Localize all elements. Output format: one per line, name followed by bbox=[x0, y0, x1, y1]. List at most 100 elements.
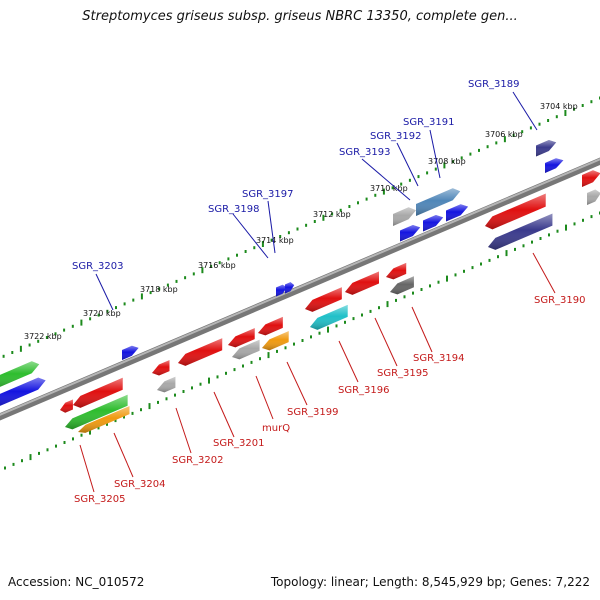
gene-label-sgr-3196[interactable]: SGR_3196 bbox=[338, 385, 390, 396]
ruler-tick bbox=[89, 317, 92, 321]
ruler-tick bbox=[140, 293, 143, 300]
ruler-tick bbox=[548, 233, 550, 237]
gene-label-sgr-3197[interactable]: SGR_3197 bbox=[242, 189, 294, 200]
ruler-tick bbox=[19, 345, 22, 352]
accession-text: Accession: NC_010572 bbox=[8, 575, 145, 589]
ruler-tick bbox=[132, 298, 135, 302]
ruler-tick bbox=[267, 352, 270, 359]
ruler-tick bbox=[478, 148, 480, 152]
gene-arrow[interactable] bbox=[536, 140, 557, 157]
gene-arrow[interactable] bbox=[587, 189, 600, 206]
ruler-tick bbox=[175, 279, 178, 283]
gene-arrow[interactable] bbox=[423, 215, 444, 232]
gene-label-sgr-3189[interactable]: SGR_3189 bbox=[468, 79, 520, 90]
gene-arrow[interactable] bbox=[78, 406, 130, 433]
gene-label-sgr-3191[interactable]: SGR_3191 bbox=[403, 117, 455, 128]
ruler-tick bbox=[106, 422, 108, 426]
ruler-tick bbox=[191, 386, 193, 390]
ruler-tick bbox=[218, 261, 221, 265]
gene-label-sgr-3204[interactable]: SGR_3204 bbox=[114, 479, 166, 490]
gene-arrow[interactable] bbox=[485, 193, 546, 230]
gene-arrow[interactable] bbox=[262, 331, 289, 351]
ruler-tick bbox=[556, 229, 559, 233]
gene-arrow[interactable] bbox=[228, 328, 255, 348]
ruler-tick bbox=[37, 339, 40, 343]
gene-label-sgr-3193[interactable]: SGR_3193 bbox=[339, 147, 391, 158]
ruler-tick bbox=[590, 215, 593, 219]
gene-label-sgr-3199[interactable]: SGR_3199 bbox=[287, 407, 339, 418]
ruler-tick bbox=[63, 328, 66, 332]
ruler-tick bbox=[199, 382, 202, 386]
ruler-tick bbox=[403, 295, 406, 299]
gene-arrow[interactable] bbox=[545, 158, 564, 173]
gene-arrow[interactable] bbox=[582, 170, 600, 187]
ruler-tick bbox=[529, 126, 532, 130]
gene-label-sgr-3203[interactable]: SGR_3203 bbox=[72, 261, 124, 272]
gene-arrow[interactable] bbox=[310, 304, 348, 330]
gene-arrow[interactable] bbox=[178, 338, 223, 366]
gene-arrow[interactable] bbox=[400, 225, 421, 242]
kbp-label: 3706 kbp bbox=[485, 130, 523, 139]
gene-label-sgr-3201[interactable]: SGR_3201 bbox=[213, 438, 265, 449]
gene-arrow[interactable] bbox=[232, 339, 260, 360]
ruler-tick bbox=[503, 136, 506, 143]
ruler-tick bbox=[573, 107, 576, 111]
gene-arrow[interactable] bbox=[0, 361, 40, 389]
gene-arrow[interactable] bbox=[60, 399, 73, 413]
ruler-tick bbox=[514, 247, 516, 251]
ruler-tick bbox=[582, 218, 584, 222]
ruler-tick bbox=[233, 368, 236, 372]
gene-label-murq[interactable]: murQ bbox=[262, 423, 290, 434]
ruler-tick bbox=[480, 262, 482, 266]
gene-label-sgr-3202[interactable]: SGR_3202 bbox=[172, 455, 224, 466]
kbp-label: 3716 kbp bbox=[198, 261, 236, 270]
gene-arrow[interactable] bbox=[386, 262, 407, 280]
chromosome-backbone-highlight bbox=[0, 158, 600, 416]
ruler-tick bbox=[242, 364, 244, 368]
gene-arrow[interactable] bbox=[305, 287, 342, 312]
ruler-tick bbox=[293, 342, 295, 346]
ruler-tick bbox=[106, 309, 109, 313]
ruler-tick bbox=[374, 193, 377, 197]
ruler-tick bbox=[80, 319, 83, 326]
ruler-tick bbox=[165, 397, 168, 401]
top-strand-gene-labels: SGR_3189 SGR_3191 SGR_3192 SGR_3193 SGR_… bbox=[72, 79, 520, 272]
ruler-tick bbox=[296, 227, 299, 231]
gene-label-sgr-3198[interactable]: SGR_3198 bbox=[208, 204, 260, 215]
gene-label-sgr-3205[interactable]: SGR_3205 bbox=[74, 494, 126, 505]
ruler-tick bbox=[313, 220, 316, 223]
ruler-tick bbox=[486, 145, 489, 149]
ruler-tick bbox=[2, 354, 5, 358]
gene-arrow[interactable] bbox=[488, 213, 553, 250]
gene-label-sgr-3190[interactable]: SGR_3190 bbox=[534, 295, 586, 306]
ruler-tick bbox=[182, 390, 185, 393]
gene-arrow[interactable] bbox=[446, 204, 469, 222]
gene-label-sgr-3192[interactable]: SGR_3192 bbox=[370, 131, 422, 142]
ruler-tick bbox=[54, 332, 57, 336]
ruler-tick bbox=[378, 306, 380, 310]
ruler-tick bbox=[322, 214, 325, 221]
gene-label-sgr-3195[interactable]: SGR_3195 bbox=[377, 368, 429, 379]
ruler-tick bbox=[287, 231, 290, 235]
ruler-tick bbox=[512, 133, 515, 137]
gene-arrow[interactable] bbox=[152, 360, 170, 376]
gene-arrow[interactable] bbox=[258, 316, 283, 336]
gene-label-sgr-3194[interactable]: SGR_3194 bbox=[413, 353, 465, 364]
ruler-tick bbox=[140, 408, 142, 412]
gene-arrow[interactable] bbox=[65, 394, 128, 430]
gene-arrow[interactable] bbox=[122, 345, 139, 360]
gene-arrow[interactable] bbox=[73, 377, 123, 408]
ruler-tick bbox=[348, 205, 351, 208]
gene-arrow[interactable] bbox=[393, 207, 416, 226]
gene-arrow[interactable] bbox=[390, 276, 414, 295]
ruler-tick bbox=[454, 273, 457, 277]
gene-arrow[interactable] bbox=[416, 188, 461, 216]
gene-arrow[interactable] bbox=[285, 282, 295, 294]
gene-arrow[interactable] bbox=[276, 284, 287, 297]
gene-arrow[interactable] bbox=[0, 377, 46, 408]
gene-arrow[interactable] bbox=[157, 376, 176, 393]
ruler-tick bbox=[369, 309, 372, 313]
ruler-tick bbox=[225, 371, 227, 375]
ruler-tick bbox=[318, 331, 321, 335]
gene-arrow[interactable] bbox=[345, 271, 379, 295]
